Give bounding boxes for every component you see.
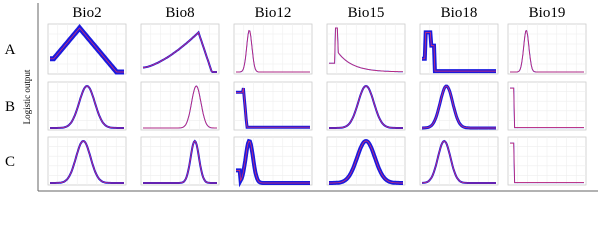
row-label: B — [5, 99, 15, 115]
response-curve — [50, 27, 124, 73]
response-curve — [510, 30, 584, 73]
response-curve — [50, 85, 124, 129]
response-curve — [422, 85, 496, 129]
row-label: C — [5, 154, 15, 170]
response-curve — [329, 85, 403, 129]
response-curve — [143, 140, 217, 184]
response-curve — [50, 140, 124, 184]
response-curve — [236, 88, 310, 128]
response-curve — [236, 30, 310, 73]
response-curve — [422, 140, 496, 184]
column-header: Bio19 — [529, 5, 566, 21]
response-curve — [142, 31, 217, 73]
response-curve — [143, 85, 217, 129]
response-curve — [329, 140, 403, 184]
figure: Logistic output Bio2 Bio8 Bio12 Bio15 Bio18 B… — [5, 3, 598, 192]
response-curve — [510, 87, 584, 128]
column-header: Bio18 — [441, 5, 478, 21]
response-curve — [422, 32, 496, 72]
column-header: Bio15 — [348, 5, 385, 21]
response-curve — [236, 140, 310, 184]
column-header: Bio8 — [165, 5, 194, 21]
response-curve — [329, 27, 404, 73]
column-header: Bio12 — [255, 5, 292, 21]
column-header: Bio2 — [72, 5, 101, 21]
row-label: A — [5, 42, 16, 58]
y-axis-label: Logistic output — [22, 69, 32, 124]
response-curve — [510, 142, 584, 183]
